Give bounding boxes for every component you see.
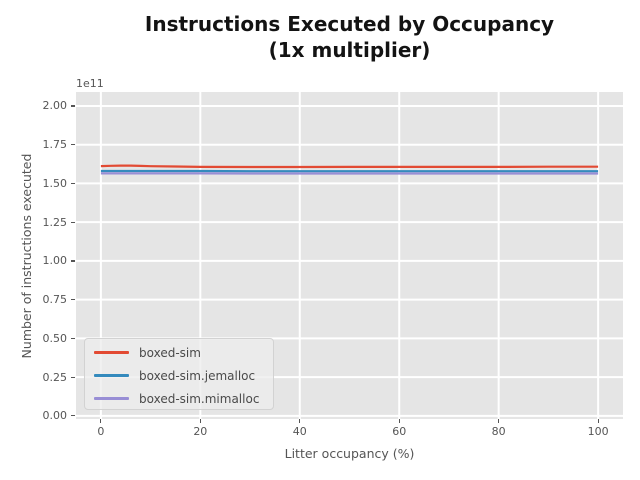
y-tick-mark: [71, 182, 75, 185]
legend: boxed-sim boxed-sim.jemalloc boxed-sim.m…: [84, 338, 274, 410]
chart-title: Instructions Executed by Occupancy (1x m…: [76, 11, 623, 63]
legend-line-sample-boxed-sim: [94, 351, 129, 354]
y-tick-mark: [71, 376, 75, 378]
y-tick-mark: [71, 260, 75, 262]
x-tick-label: 60: [392, 425, 407, 438]
chart-title-line1: Instructions Executed by Occupancy: [144, 12, 555, 36]
y-axis-label: Number of instructions executed: [19, 153, 34, 359]
y-tick-label: 1.00: [42, 254, 68, 268]
y-tick-label: 0.50: [42, 331, 68, 345]
y-tick-mark: [71, 221, 75, 223]
y-tick-mark: [71, 299, 75, 301]
y-tick-label: 0.25: [42, 370, 68, 384]
legend-item-boxed-sim-mimalloc: boxed-sim.mimalloc: [85, 387, 259, 410]
y-tick-mark: [71, 105, 75, 107]
legend-line-sample-boxed-sim-jemalloc: [94, 374, 129, 377]
chart-title-line2: (1x multiplier): [268, 38, 431, 62]
x-tick-mark: [199, 419, 201, 423]
y-tick-mark: [71, 415, 75, 417]
x-tick-mark: [597, 419, 599, 423]
y-tick-mark: [71, 337, 75, 339]
y-tick-label: 1.25: [42, 215, 68, 229]
y-tick-mark: [71, 144, 75, 146]
legend-label-boxed-sim-jemalloc: boxed-sim.jemalloc: [139, 368, 256, 383]
x-tick-mark: [398, 419, 400, 423]
x-tick-label: 20: [193, 425, 208, 438]
series-line-boxed-sim: [100, 164, 599, 169]
legend-item-boxed-sim-jemalloc: boxed-sim.jemalloc: [85, 364, 255, 387]
y-tick-label: 1.75: [42, 138, 68, 152]
y-tick-label: 2.00: [42, 99, 68, 113]
x-tick-mark: [299, 419, 301, 423]
y-tick-label: 0.00: [42, 409, 68, 423]
y-tick-label: 1.50: [42, 176, 68, 190]
x-tick-label: 80: [491, 425, 506, 438]
x-tick-label: 0: [97, 425, 105, 438]
x-tick-mark: [498, 419, 500, 423]
legend-line-sample-boxed-sim-mimalloc: [94, 397, 129, 400]
x-axis-label: Litter occupancy (%): [284, 446, 415, 461]
y-tick-label: 0.75: [42, 293, 68, 307]
legend-label-boxed-sim-mimalloc: boxed-sim.mimalloc: [139, 391, 260, 406]
x-tick-mark: [100, 419, 102, 423]
x-tick-label: 100: [587, 425, 609, 438]
y-axis-offset-text: 1e11: [76, 77, 104, 90]
x-tick-label: 40: [292, 425, 307, 438]
legend-label-boxed-sim: boxed-sim: [139, 345, 201, 360]
legend-item-boxed-sim: boxed-sim: [85, 341, 201, 364]
